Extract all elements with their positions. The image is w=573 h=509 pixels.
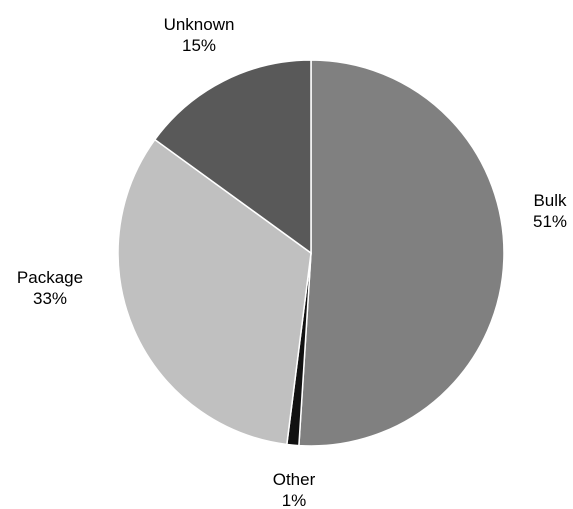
slice-name-other: Other (273, 470, 316, 489)
pie-slices (117, 59, 505, 447)
slice-percent-package: 33% (33, 289, 67, 308)
slice-label-package: Package 33% (17, 268, 83, 308)
slice-percent-bulk: 51% (533, 212, 567, 231)
slice-label-unknown: Unknown 15% (164, 15, 235, 55)
slice-name-unknown: Unknown (164, 15, 235, 34)
slice-name-bulk: Bulk (533, 191, 567, 210)
pie-slice-bulk (298, 59, 505, 447)
pie-labels: Bulk 51% Other 1% Package 33% Unknown 15% (17, 15, 567, 509)
pie-slice-unknown (153, 59, 312, 255)
slice-percent-unknown: 15% (182, 36, 216, 55)
pie-slice-package (117, 138, 312, 446)
slice-label-bulk: Bulk 51% (533, 191, 567, 231)
slice-percent-other: 1% (282, 491, 307, 509)
slice-name-package: Package (17, 268, 83, 287)
slice-label-other: Other 1% (273, 470, 316, 509)
